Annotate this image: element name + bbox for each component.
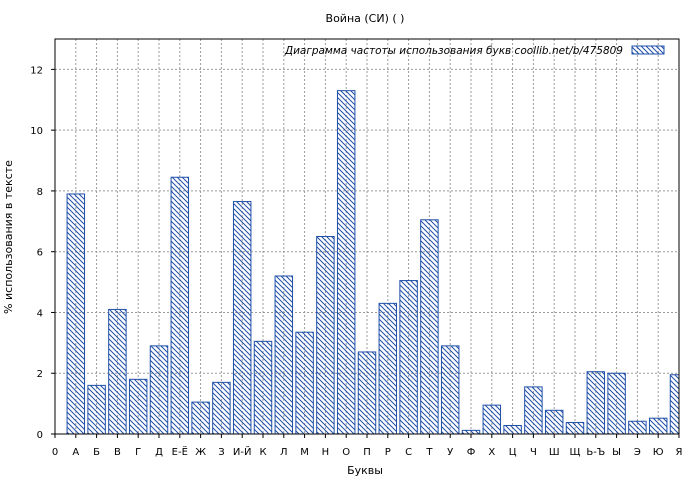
x-tick-label: Ш	[549, 447, 560, 458]
chart-title: Война (СИ) ( )	[326, 12, 405, 25]
bar	[544, 409, 564, 435]
bar	[212, 381, 231, 435]
y-axis-label: % использования в тексте	[2, 160, 15, 314]
y-tick-label: 2	[37, 369, 43, 380]
x-tick-label: Я	[676, 447, 683, 458]
x-tick-label: З	[218, 447, 224, 458]
x-tick-label: 0	[52, 447, 58, 458]
x-tick-label: С	[405, 447, 412, 458]
bar	[586, 371, 606, 435]
bar	[669, 374, 680, 435]
bar	[440, 345, 460, 435]
bar	[66, 193, 86, 435]
x-tick-label: Ы	[612, 447, 621, 458]
x-tick-label: Ф	[467, 447, 476, 458]
x-tick-label: Л	[280, 447, 288, 458]
x-tick-label: К	[259, 447, 266, 458]
x-tick-label: Э	[634, 447, 641, 458]
bar	[295, 331, 314, 435]
y-tick-label: 12	[30, 65, 43, 76]
bar	[648, 417, 668, 435]
bar	[482, 404, 502, 435]
bar	[607, 372, 626, 435]
bar	[149, 345, 169, 435]
x-tick-label: Н	[322, 447, 330, 458]
bar	[461, 429, 481, 435]
x-axis-label: Буквы	[347, 464, 383, 477]
bar	[128, 378, 148, 435]
x-tick-label: Т	[425, 447, 433, 458]
y-tick-label: 10	[30, 126, 43, 137]
bar	[274, 275, 294, 435]
x-tick-label: В	[114, 447, 121, 458]
x-tick-label: Ц	[509, 447, 517, 458]
x-tick-label: Д	[155, 447, 163, 458]
x-tick-label: Ж	[195, 447, 206, 458]
bar	[87, 384, 106, 435]
bar	[628, 420, 647, 435]
x-tick-label: И-Й	[233, 445, 252, 458]
bar	[503, 424, 522, 435]
bars	[66, 90, 680, 435]
y-tick-label: 0	[37, 430, 43, 441]
x-tick-label: М	[300, 447, 309, 458]
y-tick-label: 6	[37, 248, 43, 259]
x-axis-ticks: 0 А Б В Г Д Е-Ё Ж З И-Й К Л М Н О П Р С Т У Ф Х Ц Ч Ш Щ Ь-Ъ Ы Э Ю Я	[52, 434, 683, 458]
x-tick-label: Ь-Ъ	[586, 447, 605, 458]
x-tick-label: Ю	[653, 447, 664, 458]
x-tick-label: У	[447, 447, 453, 458]
bar	[420, 219, 439, 435]
bar	[378, 302, 398, 435]
bar	[170, 176, 190, 435]
bar	[253, 340, 273, 435]
bar	[565, 421, 585, 435]
bar	[316, 236, 335, 435]
bar	[399, 280, 418, 435]
bar	[232, 201, 252, 435]
legend: Диаграмма частоты использования букв coo…	[284, 45, 665, 57]
x-tick-label: П	[363, 447, 371, 458]
y-tick-label: 4	[37, 308, 43, 319]
x-tick-label: Щ	[570, 447, 581, 458]
x-tick-label: Х	[488, 447, 495, 458]
y-tick-label: 8	[37, 187, 43, 198]
bar	[191, 401, 210, 435]
x-tick-label: Ч	[530, 447, 537, 458]
x-tick-label: О	[342, 447, 350, 458]
bar	[524, 386, 543, 435]
y-axis-ticks: 0 2 4 6 8 10 12	[30, 65, 55, 441]
bar	[108, 308, 127, 435]
bar	[336, 90, 356, 435]
x-tick-label: Р	[385, 447, 391, 458]
bar	[357, 351, 377, 435]
legend-swatch	[631, 45, 665, 55]
legend-label: Диаграмма частоты использования букв coo…	[284, 45, 623, 57]
x-tick-label: Г	[135, 447, 141, 458]
x-tick-label: А	[72, 447, 79, 458]
x-tick-label: Е-Ё	[172, 445, 188, 458]
x-tick-label: Б	[93, 447, 100, 458]
